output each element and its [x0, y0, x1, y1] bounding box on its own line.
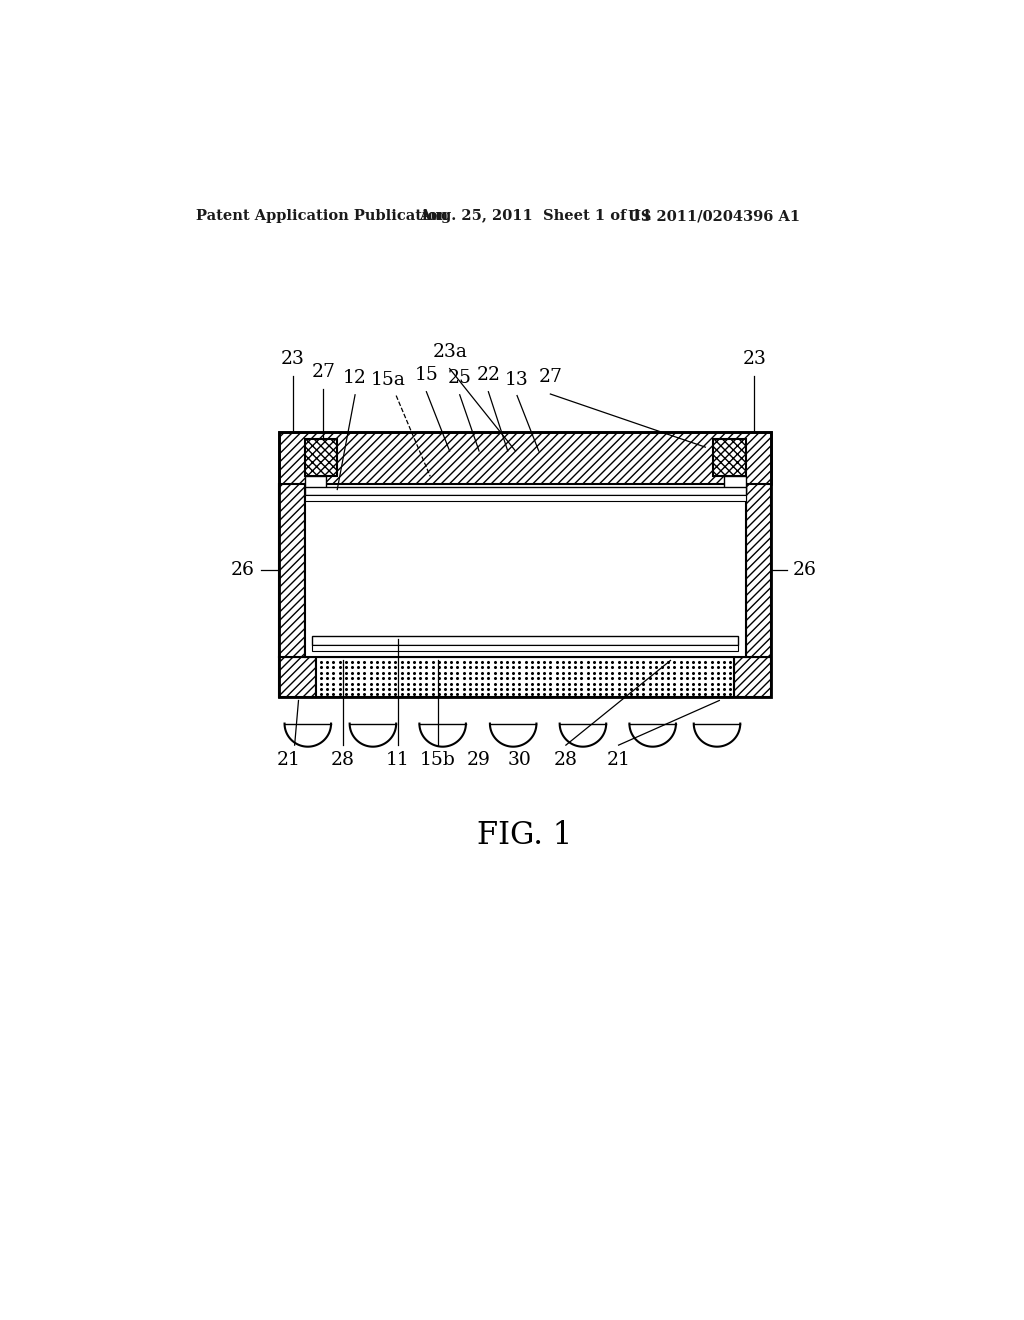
Text: 21: 21: [606, 751, 631, 770]
Bar: [713, 440, 745, 477]
Text: 26: 26: [793, 561, 817, 579]
Text: US 2011/0204396 A1: US 2011/0204396 A1: [628, 209, 800, 223]
Polygon shape: [693, 723, 740, 747]
Text: 12: 12: [343, 370, 367, 387]
Text: 23a: 23a: [432, 343, 467, 360]
Text: Aug. 25, 2011  Sheet 1 of 11: Aug. 25, 2011 Sheet 1 of 11: [419, 209, 651, 223]
Text: 25: 25: [447, 370, 472, 387]
Text: 28: 28: [554, 751, 578, 770]
Text: 30: 30: [508, 751, 531, 770]
Polygon shape: [630, 723, 676, 747]
Text: 23: 23: [282, 350, 305, 368]
Polygon shape: [560, 723, 606, 747]
Bar: [305, 487, 745, 495]
Text: 15b: 15b: [420, 751, 456, 770]
Bar: [745, 484, 771, 657]
Text: 22: 22: [476, 366, 501, 384]
Polygon shape: [489, 723, 537, 747]
Bar: [305, 440, 337, 477]
Bar: [734, 657, 771, 697]
Polygon shape: [420, 723, 466, 747]
Bar: [724, 477, 745, 492]
Bar: [280, 432, 771, 484]
Text: FIG. 1: FIG. 1: [477, 821, 572, 851]
Text: 27: 27: [539, 368, 562, 387]
Text: 11: 11: [386, 751, 410, 770]
Bar: [280, 432, 771, 697]
Bar: [312, 636, 738, 645]
Text: 15: 15: [415, 366, 438, 384]
Bar: [305, 477, 327, 492]
Text: 28: 28: [331, 751, 354, 770]
Polygon shape: [285, 723, 331, 747]
Text: 15a: 15a: [371, 371, 406, 389]
Text: 21: 21: [276, 751, 300, 770]
Text: 27: 27: [311, 363, 335, 381]
Bar: [312, 645, 738, 651]
Bar: [305, 495, 745, 502]
Text: 26: 26: [230, 561, 254, 579]
Text: 23: 23: [742, 350, 766, 368]
Text: Patent Application Publication: Patent Application Publication: [197, 209, 449, 223]
Bar: [280, 657, 316, 697]
Text: 13: 13: [505, 371, 529, 389]
Polygon shape: [349, 723, 396, 747]
Bar: [316, 657, 734, 697]
Text: 29: 29: [467, 751, 492, 770]
Bar: [280, 484, 305, 657]
Bar: [305, 484, 745, 657]
